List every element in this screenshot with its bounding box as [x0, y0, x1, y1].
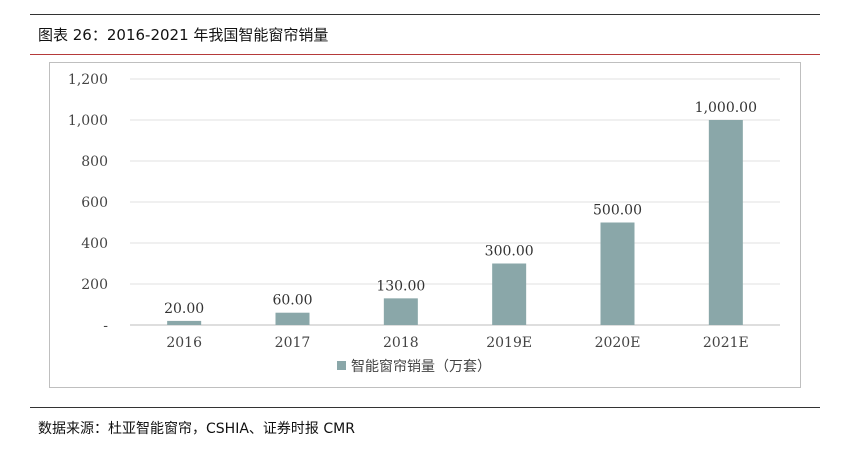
y-tick-label: -	[103, 318, 108, 334]
bottom-rule	[30, 407, 820, 408]
source-note: 数据来源：杜亚智能窗帘，CSHIA、证券时报 CMR	[38, 421, 355, 437]
x-tick-label: 2018	[383, 335, 419, 351]
x-tick-label: 2017	[275, 335, 311, 351]
y-tick-label: 400	[81, 236, 108, 252]
y-tick-label: 1,200	[68, 72, 108, 88]
data-label: 500.00	[593, 203, 642, 219]
data-label: 300.00	[485, 244, 534, 260]
data-label: 1,000.00	[695, 100, 757, 116]
y-tick-label: 1,000	[68, 113, 108, 129]
y-tick-label: 600	[81, 195, 108, 211]
x-tick-label: 2021E	[703, 335, 749, 351]
bar-2021E	[708, 120, 743, 325]
data-label: 20.00	[164, 301, 204, 317]
top-rule	[30, 14, 820, 15]
data-label: 60.00	[272, 293, 312, 309]
y-tick-label: 200	[81, 277, 108, 293]
legend-swatch	[337, 361, 346, 370]
y-tick-label: 800	[81, 154, 108, 170]
x-tick-label: 2019E	[486, 335, 532, 351]
bar-chart: - 200 400 600 800 1,000 1,200 20.00 60.00 130.00…	[68, 72, 780, 375]
title-rule	[30, 54, 820, 55]
data-label: 130.00	[376, 278, 425, 294]
x-tick-label: 2020E	[595, 335, 641, 351]
chart-frame: - 200 400 600 800 1,000 1,200 20.00 60.00 130.00…	[49, 62, 801, 388]
legend-label: 智能窗帘销量（万套）	[351, 358, 491, 375]
x-tick-label: 2016	[166, 335, 202, 351]
bar-2019E	[492, 263, 527, 325]
bar-2020E	[600, 222, 635, 325]
figure-title: 图表 26：2016-2021 年我国智能窗帘销量	[38, 26, 329, 44]
bar-2017	[275, 312, 310, 325]
bar-2016	[167, 320, 202, 325]
bar-2018	[383, 298, 418, 325]
